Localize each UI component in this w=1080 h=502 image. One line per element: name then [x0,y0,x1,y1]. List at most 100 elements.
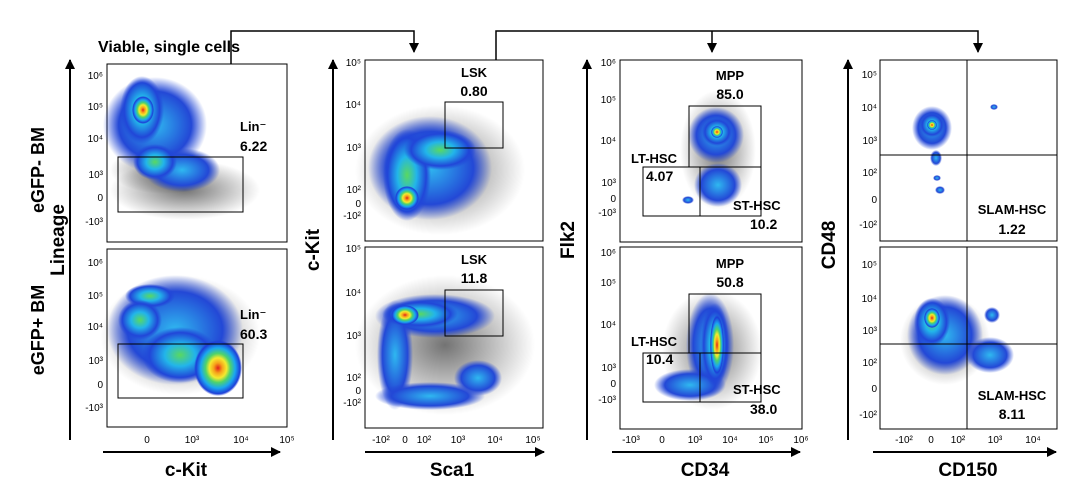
gate-value: 6.22 [240,138,267,154]
gate-label: MPP [716,68,745,83]
y-tick-label: 10⁵ [346,58,361,69]
x-tick-label: 10⁵ [525,435,540,446]
y-tick-label: -10³ [85,403,103,414]
y-tick-label: 10⁴ [862,103,877,114]
gate-label: LT-HSC [631,334,678,349]
x-tick-label: 10⁵ [758,435,773,446]
y-tick-label: -10² [343,211,361,222]
x-tick-label: 0 [928,435,934,446]
gate-label: SLAM-HSC [978,202,1047,217]
y-tick-label: 0 [97,193,103,204]
y-tick-label: 0 [871,195,877,206]
y-axis-title-col4: CD48 [819,221,840,270]
gate-value: 38.0 [750,401,777,417]
y-tick-label: -10³ [598,208,616,219]
gate-value: 1.22 [998,221,1025,237]
x-tick-label: 10⁴ [233,435,248,446]
y-tick-label: 10² [347,373,362,384]
y-tick-label: 10⁴ [88,134,103,145]
y-tick-label: 10² [347,185,362,196]
y-tick-label: 10⁶ [88,258,103,269]
gate-lin-neg-egfp-pos [117,343,244,399]
y-tick-label: 10² [863,358,878,369]
row-label-egfp-pos: eGFP+ BM [28,285,48,376]
gate-label: ST-HSC [733,198,781,213]
y-tick-label: 10³ [89,356,104,367]
x-tick-label: 10³ [451,435,466,446]
x-tick-label: -10² [372,435,390,446]
y-tick-label: 10⁶ [88,71,103,82]
y-tick-label: 10⁵ [88,291,103,302]
y-tick-label: 10³ [89,170,104,181]
x-tick-label: 10³ [185,435,200,446]
x-axis-title-col3: CD34 [681,460,730,481]
x-tick-label: -10² [895,435,913,446]
gate-value: 8.11 [999,406,1026,422]
y-tick-label: -10³ [85,217,103,228]
x-tick-label: 10³ [988,435,1003,446]
x-tick-label: 10⁴ [1025,435,1040,446]
y-axis-title-col3: Flk2 [558,221,579,259]
y-tick-label: 10³ [347,143,362,154]
gate-lin-neg-egfp-neg [117,156,244,213]
y-tick-label: 0 [610,379,616,390]
x-tick-label: 10⁶ [793,435,808,446]
y-tick-label: -10³ [598,395,616,406]
gate-value: 0.80 [460,83,487,99]
header-label: Viable, single cells [98,39,240,56]
plot-panel-lsk-egfp-pos: LSK 11.8 [355,246,544,429]
gate-label: MPP [716,256,745,271]
x-tick-label: 0 [402,435,408,446]
gate-value: 4.07 [646,168,673,184]
y-tick-label: 10⁶ [601,248,616,259]
y-tick-label: 10⁵ [862,70,877,81]
plot-panel-lsk-egfp-neg: LSK 0.80 [355,59,544,242]
x-tick-label: 10⁴ [487,435,502,446]
gate-value: 60.3 [240,326,267,342]
y-tick-label: 10⁵ [862,260,877,271]
x-tick-label: 0 [659,435,665,446]
y-tick-label: 10³ [602,363,617,374]
y-tick-label: 0 [355,386,361,397]
x-axis-title-col2: Sca1 [430,460,475,481]
x-tick-label: 10² [417,435,432,446]
plot-panel-mpp-egfp-neg: MPP 85.0 LT-HSC 4.07 ST-HSC 10.2 [619,59,803,243]
y-tick-label: 10⁴ [601,136,616,147]
y-axis-title-col2: c-Kit [303,228,324,271]
y-tick-label: 10⁵ [346,244,361,255]
gate-value: 10.4 [646,351,673,367]
gate-label: ST-HSC [733,382,781,397]
gate-lsk-egfp-neg [444,101,504,149]
y-tick-label: 10⁴ [346,288,361,299]
gate-label: LT-HSC [631,151,678,166]
y-tick-label: 10³ [863,326,878,337]
y-tick-label: 0 [355,199,361,210]
gate-value: 10.2 [750,216,777,232]
y-tick-label: 10⁵ [601,278,616,289]
y-tick-label: 10⁵ [601,95,616,106]
x-axis-title-col1: c-Kit [165,460,208,481]
y-tick-label: 10⁶ [601,58,616,69]
x-axis-title-col4: CD150 [938,460,997,481]
x-tick-label: -10³ [622,435,640,446]
y-axis-title-col1: Lineage [48,204,69,276]
y-tick-label: 10⁴ [88,322,103,333]
y-tick-label: -10² [859,410,877,421]
gate-label: Lin⁻ [240,119,266,134]
gate-label: LSK [461,252,488,267]
gate-st-hsc-egfp-pos [699,352,762,403]
x-tick-label: 0 [144,435,150,446]
gate-lsk-egfp-pos [444,289,504,337]
y-tick-label: 10⁴ [601,320,616,331]
y-tick-label: 10⁴ [346,100,361,111]
gate-label: Lin⁻ [240,307,266,322]
plot-panel-slam-egfp-neg: SLAM-HSC 1.22 [879,59,1058,242]
row-label-egfp-neg: eGFP- BM [28,127,48,213]
plot-panel-lin-egfp-neg: Lin⁻ 6.22 [103,63,288,243]
y-tick-label: 10³ [347,331,362,342]
y-tick-label: 10³ [863,136,878,147]
x-tick-label: 10⁴ [722,435,737,446]
y-tick-label: 0 [610,194,616,205]
y-tick-label: -10² [343,398,361,409]
